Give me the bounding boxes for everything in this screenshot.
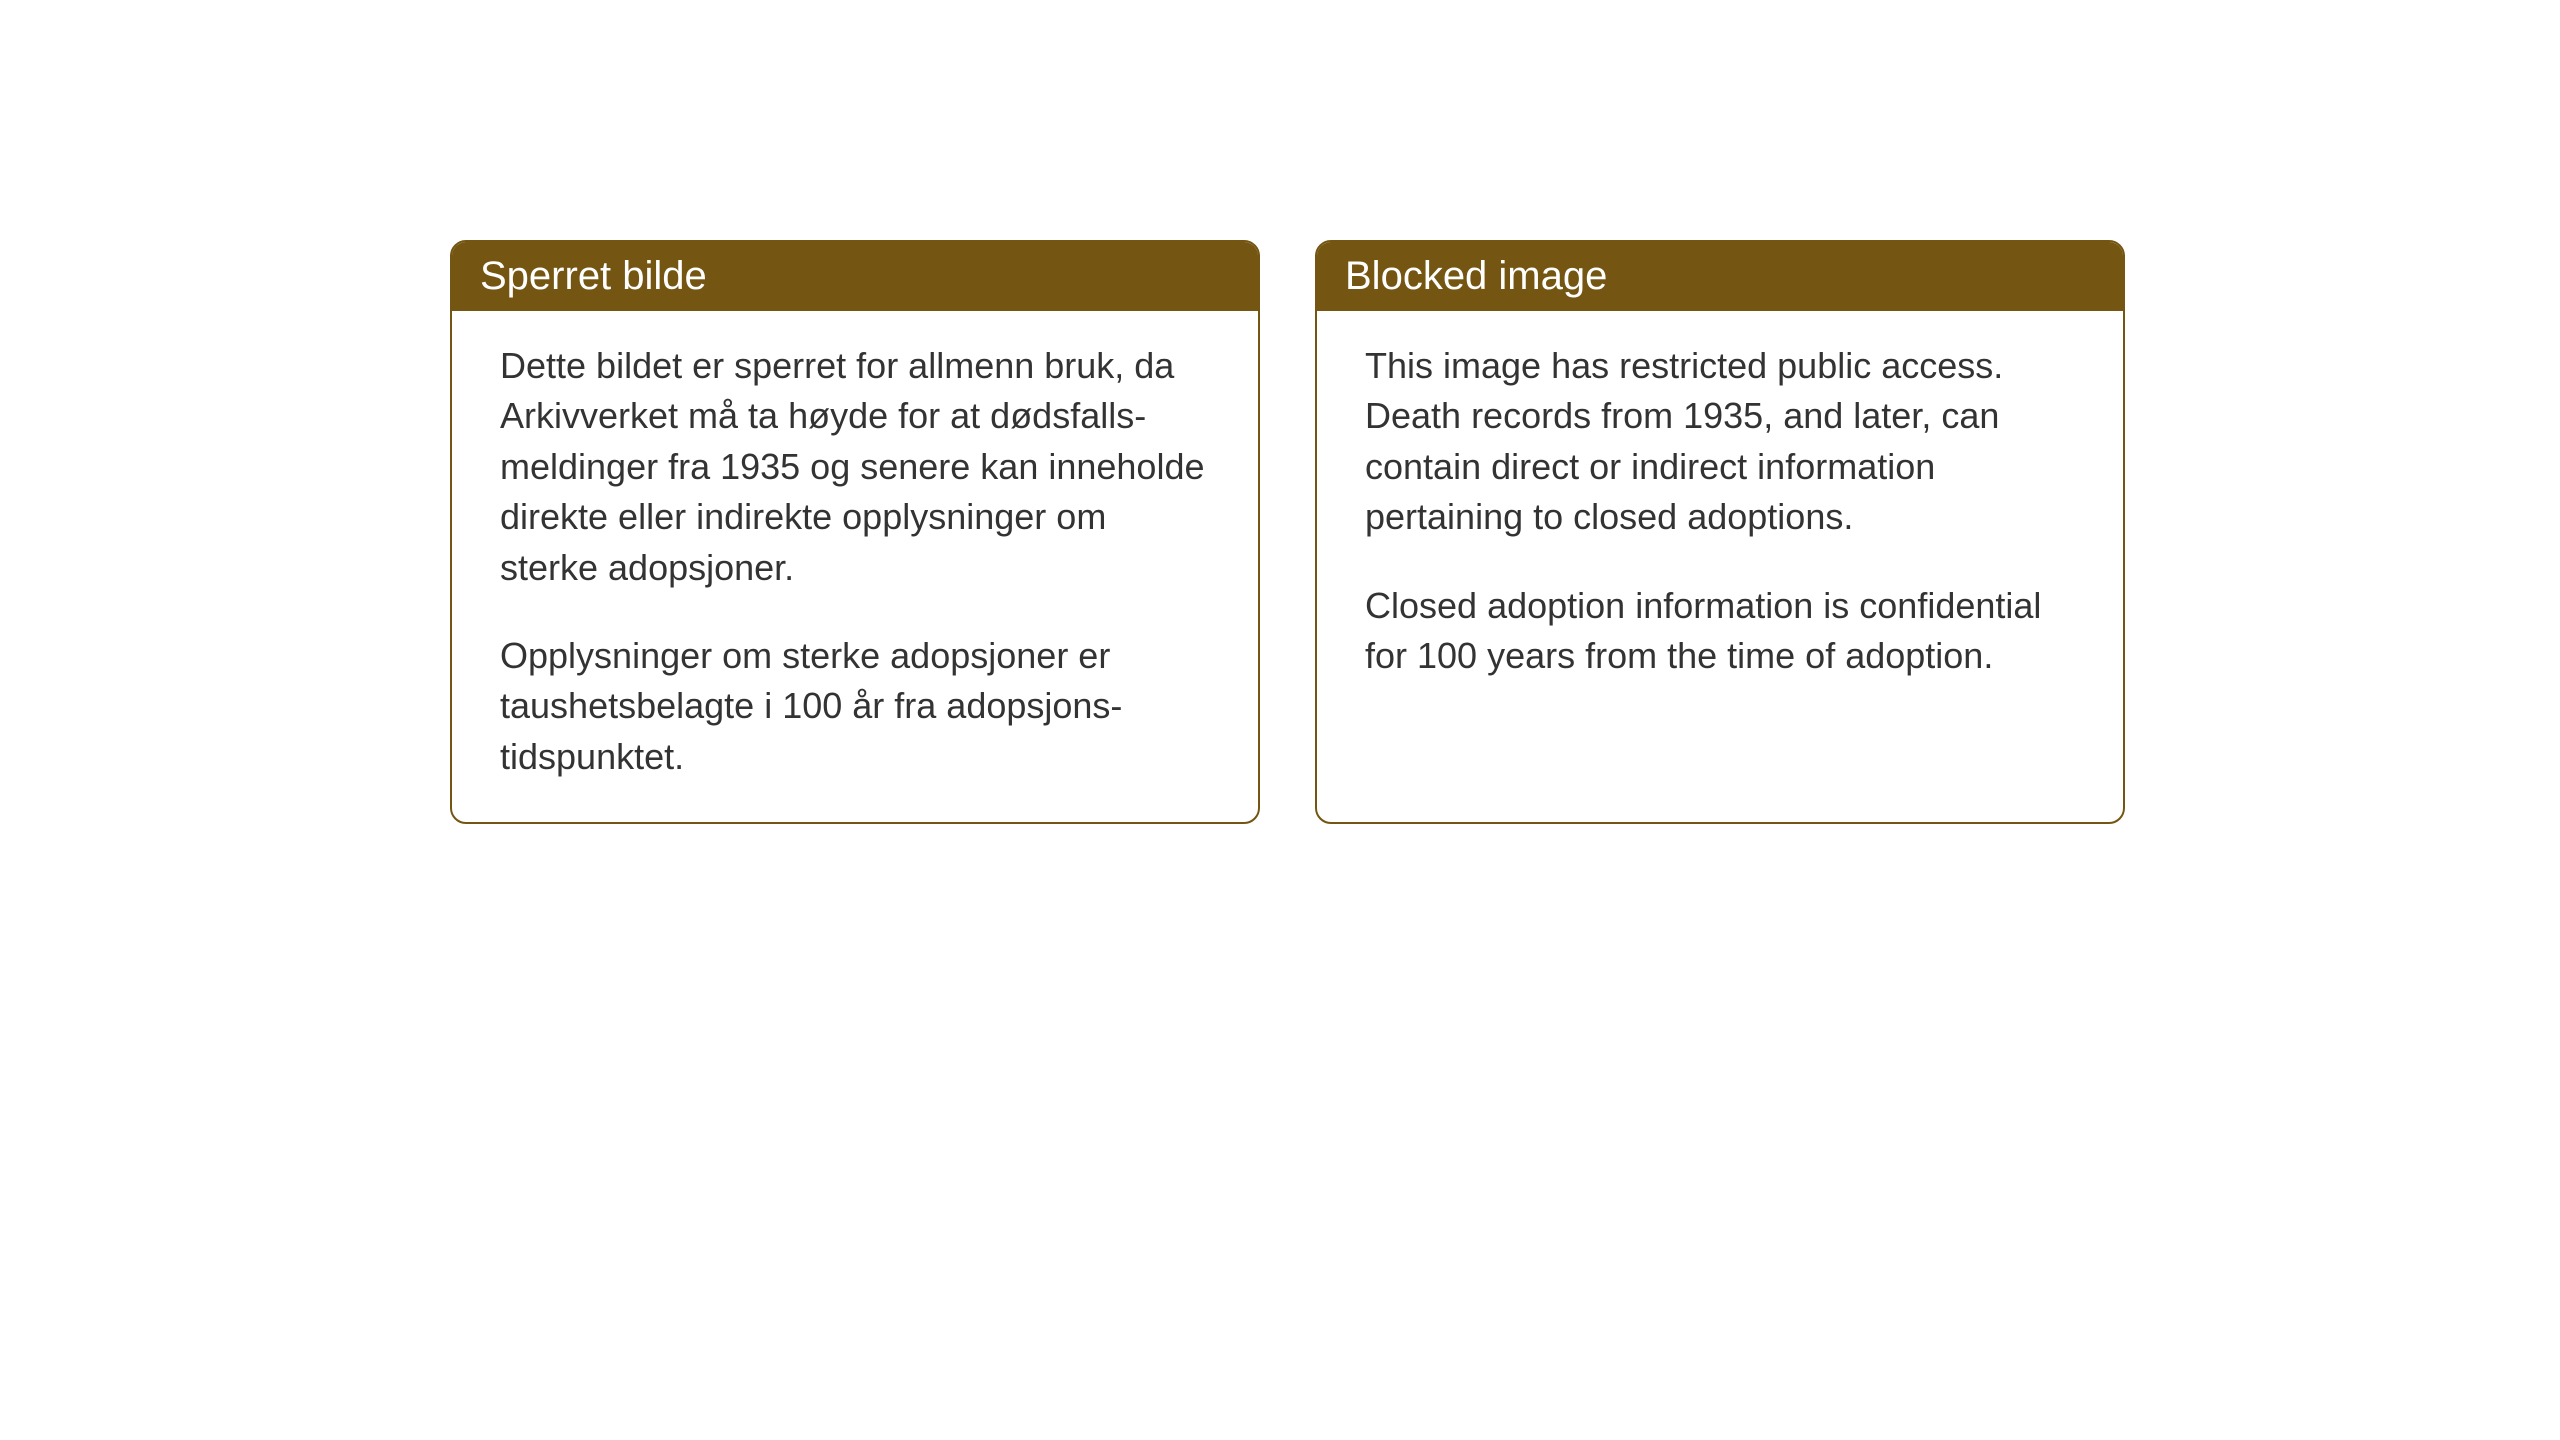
card-body-english: This image has restricted public access.… bbox=[1317, 311, 2123, 731]
notice-container: Sperret bilde Dette bildet er sperret fo… bbox=[450, 240, 2125, 824]
notice-card-english: Blocked image This image has restricted … bbox=[1315, 240, 2125, 824]
card-title-english: Blocked image bbox=[1345, 254, 1607, 298]
card-paragraph-english-1: This image has restricted public access.… bbox=[1365, 341, 2075, 543]
card-paragraph-english-2: Closed adoption information is confident… bbox=[1365, 581, 2075, 682]
card-body-norwegian: Dette bildet er sperret for allmenn bruk… bbox=[452, 311, 1258, 822]
card-header-norwegian: Sperret bilde bbox=[452, 242, 1258, 311]
card-header-english: Blocked image bbox=[1317, 242, 2123, 311]
card-paragraph-norwegian-1: Dette bildet er sperret for allmenn bruk… bbox=[500, 341, 1210, 593]
notice-card-norwegian: Sperret bilde Dette bildet er sperret fo… bbox=[450, 240, 1260, 824]
card-title-norwegian: Sperret bilde bbox=[480, 254, 707, 298]
card-paragraph-norwegian-2: Opplysninger om sterke adopsjoner er tau… bbox=[500, 631, 1210, 782]
